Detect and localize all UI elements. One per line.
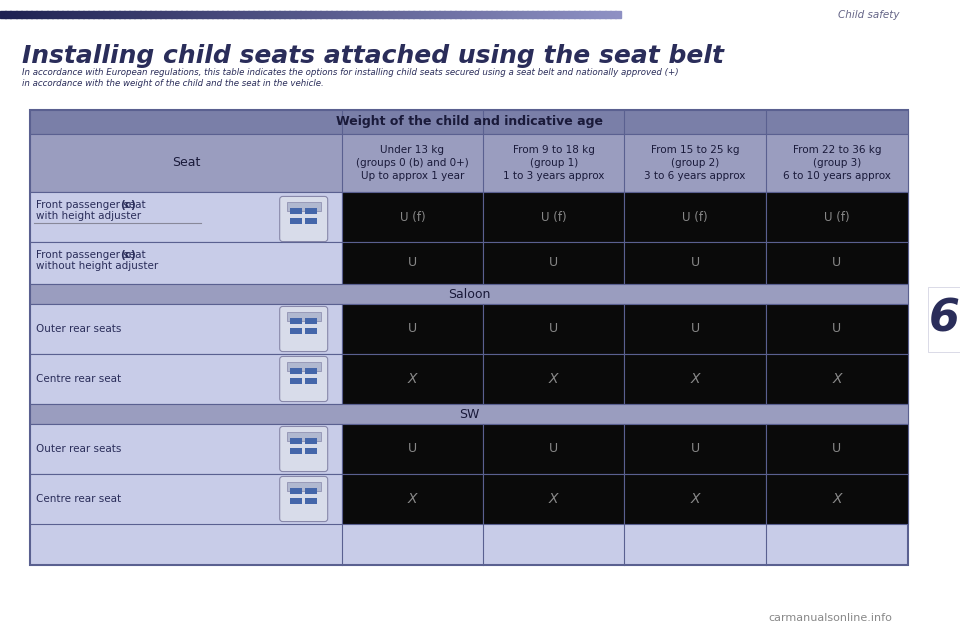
Bar (444, 11, 450, 18)
Bar (766, 354, 908, 404)
Bar (766, 304, 908, 354)
Bar (279, 11, 285, 18)
Bar (72, 11, 79, 18)
Text: X: X (549, 492, 559, 506)
Bar (558, 11, 564, 18)
Bar (522, 11, 528, 18)
Bar (475, 11, 482, 18)
Bar (538, 11, 543, 18)
Text: SW: SW (459, 408, 479, 420)
Bar (30, 354, 342, 404)
Text: From 22 to 36 kg
(group 3)
6 to 10 years approx: From 22 to 36 kg (group 3) 6 to 10 years… (783, 145, 891, 181)
Bar (150, 11, 156, 18)
Text: U: U (832, 323, 842, 335)
Bar (429, 11, 435, 18)
Bar (342, 304, 483, 354)
Text: In accordance with European regulations, this table indicates the options for in: In accordance with European regulations,… (22, 68, 679, 77)
Text: Front passenger seat: Front passenger seat (36, 250, 149, 260)
Bar (57, 11, 63, 18)
FancyBboxPatch shape (279, 356, 327, 401)
Bar (263, 11, 270, 18)
Bar (238, 11, 244, 18)
Bar (305, 498, 317, 504)
Text: Weight of the child and indicative age: Weight of the child and indicative age (335, 115, 603, 129)
Text: Centre rear seat: Centre rear seat (36, 494, 121, 504)
Bar (367, 11, 373, 18)
Text: U: U (690, 323, 700, 335)
Bar (547, 11, 554, 18)
Bar (434, 11, 441, 18)
Bar (610, 11, 615, 18)
Bar (624, 474, 766, 524)
Bar (532, 11, 539, 18)
Bar (155, 11, 161, 18)
Bar (11, 11, 16, 18)
Bar (766, 242, 908, 284)
Text: From 15 to 25 kg
(group 2)
3 to 6 years approx: From 15 to 25 kg (group 2) 3 to 6 years … (644, 145, 746, 181)
Bar (449, 11, 456, 18)
Bar (624, 242, 766, 284)
Bar (342, 424, 483, 474)
Text: X: X (832, 492, 842, 506)
Bar (46, 11, 53, 18)
Bar (295, 11, 300, 18)
Bar (217, 11, 223, 18)
Bar (766, 424, 908, 474)
Bar (766, 474, 908, 524)
Bar (78, 11, 84, 18)
Text: Saloon: Saloon (447, 287, 491, 301)
Bar (325, 11, 331, 18)
Bar (342, 242, 483, 284)
Bar (93, 11, 99, 18)
Bar (171, 11, 177, 18)
Bar (52, 11, 58, 18)
Bar (287, 362, 321, 371)
Bar (573, 11, 580, 18)
Bar (98, 11, 105, 18)
Bar (290, 368, 302, 374)
Text: Under 13 kg
(groups 0 (b) and 0+)
Up to approx 1 year: Under 13 kg (groups 0 (b) and 0+) Up to … (356, 145, 468, 181)
Bar (315, 11, 322, 18)
Text: U: U (690, 442, 700, 456)
Bar (83, 11, 89, 18)
Bar (290, 378, 302, 384)
Bar (584, 11, 590, 18)
Text: X: X (690, 372, 700, 386)
Bar (347, 11, 352, 18)
Bar (232, 11, 239, 18)
Bar (564, 11, 569, 18)
Bar (465, 11, 471, 18)
Bar (290, 438, 302, 444)
Bar (599, 11, 606, 18)
Bar (290, 448, 302, 454)
Bar (589, 11, 595, 18)
Text: U: U (690, 257, 700, 269)
Bar (269, 11, 275, 18)
Bar (305, 438, 317, 444)
Bar (30, 474, 342, 524)
FancyBboxPatch shape (279, 307, 327, 351)
Bar (382, 11, 389, 18)
Bar (124, 11, 131, 18)
Bar (624, 192, 766, 242)
Bar (330, 11, 337, 18)
Bar (197, 11, 203, 18)
Bar (483, 424, 624, 474)
Bar (351, 11, 357, 18)
Text: Installing child seats attached using the seat belt: Installing child seats attached using th… (22, 44, 724, 68)
FancyBboxPatch shape (279, 196, 327, 241)
Bar (287, 433, 321, 442)
Bar (439, 11, 445, 18)
Bar (300, 11, 306, 18)
Bar (305, 208, 317, 214)
Bar (165, 11, 172, 18)
Text: U: U (549, 323, 559, 335)
Bar (423, 11, 430, 18)
Bar (287, 483, 321, 492)
Bar (501, 11, 507, 18)
Bar (290, 328, 302, 334)
Bar (30, 304, 342, 354)
Bar (483, 304, 624, 354)
Text: U (f): U (f) (824, 211, 850, 223)
Text: (c): (c) (120, 250, 135, 260)
